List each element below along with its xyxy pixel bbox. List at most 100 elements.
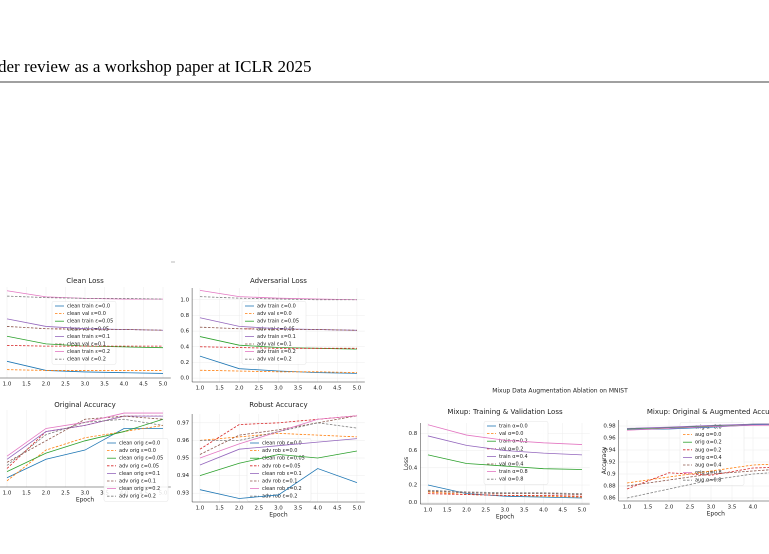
legend-label: clean train ε=0.05: [67, 319, 113, 325]
legend-label: train α=0.2: [499, 439, 528, 445]
series-line: [427, 493, 583, 497]
legend-label: clean val ε=0.0: [67, 311, 106, 317]
x-tick-label: 1.0: [196, 506, 205, 512]
legend-box: [483, 421, 549, 485]
x-tick-label: 3.0: [81, 491, 90, 497]
x-tick-label: 1.0: [3, 491, 12, 497]
legend-label: adv val ε=0.1: [257, 342, 292, 348]
y-axis-label: Loss: [403, 457, 410, 470]
series-line: [199, 355, 357, 374]
legend-label: aug α=0.8: [695, 478, 721, 484]
x-tick-label: 3.5: [294, 386, 303, 392]
series-line: [6, 418, 164, 466]
y-tick-label: 0.94: [177, 473, 190, 479]
x-axis-label: Epoch: [269, 512, 288, 519]
chart: Mixup: Training & Validation Loss 1.0 1.5 2…: [403, 408, 590, 521]
legend-label: adv rob ε=0.0: [262, 448, 297, 454]
x-axis-label: Epoch: [76, 497, 95, 504]
x-tick-label: 1.0: [196, 386, 205, 392]
legend-label: aug α=0.4: [695, 463, 721, 469]
x-tick-label: 4.0: [120, 382, 129, 388]
x-tick-label: 2.0: [462, 508, 471, 514]
legend-label: adv rob ε=0.2: [262, 494, 297, 500]
legend-label: clean train ε=0.2: [67, 349, 110, 355]
legend-label: clean train ε=0.1: [67, 334, 110, 340]
legend-label: adv rob ε=0.1: [262, 479, 297, 485]
x-tick-label: 3.5: [294, 506, 303, 512]
legend-label: aug α=0.0: [695, 432, 721, 438]
x-tick-label: 5.0: [353, 506, 362, 512]
series-line: [6, 415, 164, 463]
y-tick-label: 0.8: [409, 431, 418, 437]
y-tick-label: 0.86: [603, 496, 616, 502]
legend-label: clean rob ε=0.1: [262, 471, 302, 477]
legend-label: adv train ε=0.2: [257, 349, 296, 355]
legend-label: train α=0.0: [499, 424, 528, 430]
x-tick-label: 1.0: [3, 382, 12, 388]
chart-title: Robust Accuracy: [249, 401, 307, 409]
y-tick-label: 0.4: [180, 344, 189, 350]
header-title: der review as a workshop paper at ICLR 2…: [0, 57, 311, 76]
legend-label: adv train ε=0.1: [257, 334, 296, 340]
x-tick-label: 2.5: [686, 505, 695, 511]
series-line: [199, 422, 358, 441]
legend-label: clean orig ε=0.0: [119, 441, 160, 447]
legend-box: [246, 438, 312, 502]
x-tick-label: 1.5: [443, 508, 452, 514]
x-tick-label: 1.5: [22, 491, 31, 497]
y-tick-label: 0.94: [603, 448, 616, 454]
series-line: [626, 423, 769, 429]
x-tick-label: 2.0: [235, 386, 244, 392]
legend-label: orig α=0.4: [695, 455, 722, 461]
y-tick-label: 0.93: [177, 491, 190, 497]
x-tick-label: 2.0: [42, 382, 51, 388]
series-line: [6, 295, 164, 300]
y-tick-label: 0.88: [603, 484, 616, 490]
chart: Robust Accuracy 1.0 1.5 2.0 2.5 3.0 3.5 4.0 4.5 5…: [177, 401, 365, 519]
chart: Clean Loss 1.0 1.5 2.0 2.5 3.0 3.5 4.0 4.5 5.0 cle…: [0, 277, 171, 388]
series-line: [199, 450, 358, 476]
x-tick-label: 3.5: [728, 505, 737, 511]
legend-box: [103, 438, 169, 502]
x-tick-label: 5.0: [353, 386, 362, 392]
chart-title: Adversarial Loss: [250, 277, 307, 285]
x-tick-label: 3.5: [520, 508, 529, 514]
legend-label: clean train ε=0.0: [67, 304, 110, 310]
legend-label: clean rob ε=0.0: [262, 441, 302, 447]
x-tick-label: 4.5: [333, 386, 342, 392]
legend-label: clean orig ε=0.05: [119, 456, 163, 462]
x-tick-label: 2.0: [665, 505, 674, 511]
legend-box: [679, 422, 745, 486]
x-tick-label: 3.0: [274, 506, 283, 512]
legend-label: train α=0.8: [499, 469, 528, 475]
x-tick-label: 4.5: [333, 506, 342, 512]
legend-label: clean orig ε=0.1: [119, 471, 160, 477]
chart: Adversarial Loss 1.0 1.5 2.0 2.5 3.0 3.5 4.0 4.5…: [180, 277, 365, 392]
y-tick-label: 0.9: [607, 472, 616, 478]
chart-title: Original Accuracy: [54, 401, 116, 409]
y-tick-label: 0.96: [177, 438, 190, 444]
x-tick-label: 2.5: [254, 506, 263, 512]
y-tick-label: 0.6: [180, 329, 189, 335]
series-line: [626, 463, 769, 484]
y-tick-label: 0.98: [603, 424, 616, 430]
series-line: [199, 317, 357, 331]
x-tick-label: 1.5: [22, 382, 31, 388]
legend-label: val α=0.8: [499, 477, 523, 483]
series-line: [6, 326, 164, 331]
x-tick-label: 1.0: [623, 505, 632, 511]
series-line: [199, 415, 357, 459]
legend-label: aug α=0.2: [695, 447, 721, 453]
series-line: [6, 344, 163, 347]
x-tick-label: 4.5: [558, 508, 567, 514]
y-tick-label: 0.0: [409, 500, 418, 506]
x-tick-label: 5.0: [578, 508, 587, 514]
series-line: [199, 432, 357, 441]
x-tick-label: 4.0: [749, 505, 758, 511]
x-tick-label: 1.5: [215, 506, 224, 512]
legend-label: train α=0.4: [499, 454, 528, 460]
legend-label: val α=0.4: [499, 462, 523, 468]
